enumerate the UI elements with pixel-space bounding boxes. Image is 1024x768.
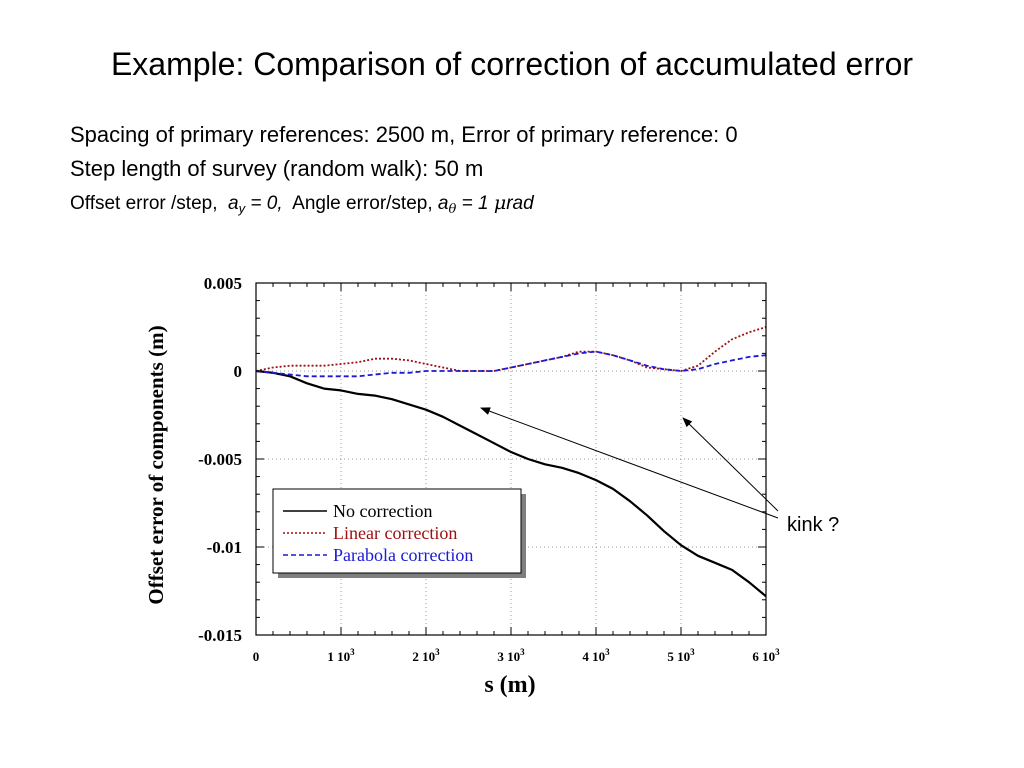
x-tick-label: 2 103: [412, 647, 440, 664]
angle-symbol: aθ = 1 μrad: [437, 192, 534, 217]
legend-label-linear-correction: Linear correction: [333, 523, 457, 543]
legend-label-no-correction: No correction: [333, 501, 432, 521]
kink-arrow-right: [682, 417, 779, 512]
error-parameters: Offset error /step, ay = 0, Angle error/…: [70, 192, 534, 217]
slide-title: Example: Comparison of correction of acc…: [110, 46, 914, 82]
subtitle-step-length: Step length of survey (random walk): 50 …: [70, 156, 484, 181]
grid: [256, 283, 766, 635]
x-tick-label: 6 103: [752, 647, 780, 664]
y-tick-label: -0.015: [198, 626, 242, 645]
x-tick-label: 0: [253, 649, 260, 664]
y-tick-label: -0.005: [198, 450, 242, 469]
tick-marks: [255, 282, 767, 636]
offset-symbol: ay = 0,: [228, 193, 283, 216]
x-axis-label: s (m): [484, 672, 535, 698]
y-tick-label: 0.005: [204, 274, 242, 293]
series-line-linear-correction: [255, 326, 767, 372]
y-tick-label: -0.01: [207, 538, 242, 557]
x-tick-label: 3 103: [497, 647, 525, 664]
x-tick-labels: 0 1 103 2 103 3 103 4 103 5 103 6 103: [253, 647, 780, 664]
y-tick-labels: 0.005 0 -0.005 -0.01 -0.015: [198, 274, 242, 645]
kink-annotation: kink ?: [787, 514, 840, 536]
series-line-no-correction: [255, 369, 767, 598]
kink-arrow-left: [480, 407, 779, 519]
kink-arrows: [480, 407, 779, 519]
y-tick-label: 0: [234, 362, 243, 381]
subtitle-spacing: Spacing of primary references: 2500 m, E…: [70, 122, 738, 147]
legend-box: [272, 488, 522, 574]
x-tick-label: 5 103: [667, 647, 695, 664]
x-tick-label: 4 103: [582, 647, 610, 664]
offset-label: Offset error /step,: [70, 193, 218, 214]
angle-label: Angle error/step,: [292, 193, 433, 214]
x-tick-label: 1 103: [327, 647, 355, 664]
y-axis-label: Offset error of components (m): [144, 325, 168, 604]
series-lines: [255, 326, 767, 598]
legend-label-parabola-correction: Parabola correction: [333, 545, 473, 565]
